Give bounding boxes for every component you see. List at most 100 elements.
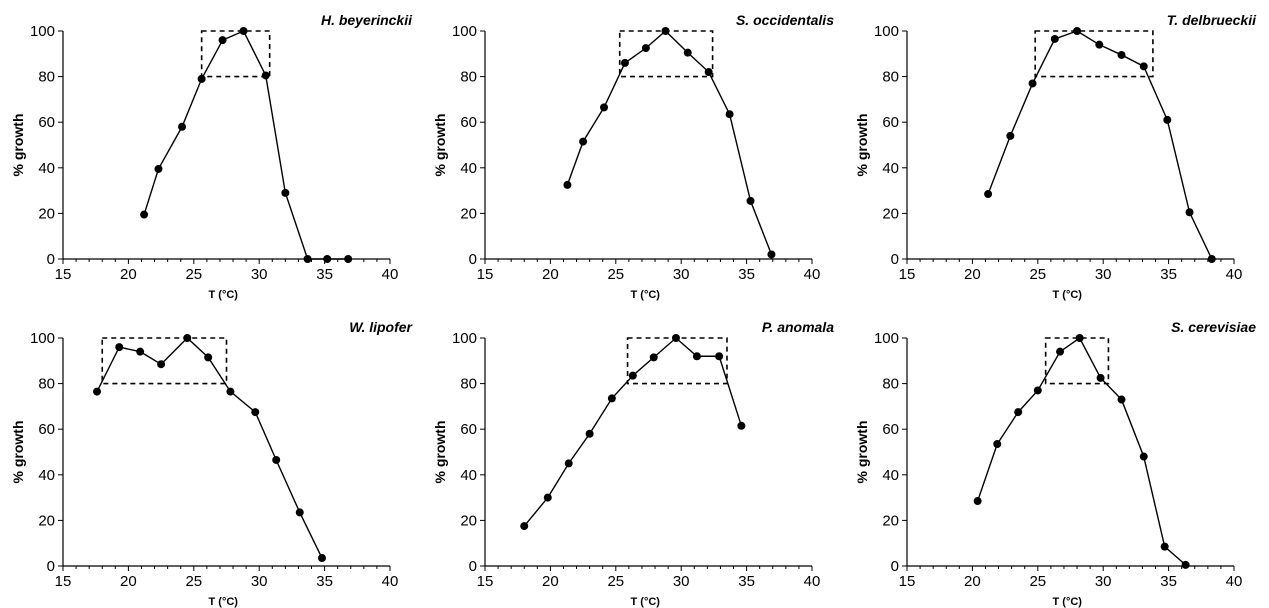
data-point	[140, 210, 149, 219]
y-tick-label: 100	[874, 23, 899, 40]
data-point	[1006, 131, 1015, 140]
data-point	[1139, 452, 1148, 461]
data-point	[1073, 27, 1082, 35]
y-tick-label: 60	[38, 421, 55, 438]
x-tick-label: 30	[251, 573, 268, 590]
x-tick-label: 35	[1160, 266, 1177, 283]
data-point	[563, 180, 572, 189]
data-point	[715, 352, 724, 361]
y-tick-label: 80	[882, 69, 899, 86]
data-point	[323, 255, 332, 263]
x-axis-title: T (°C)	[631, 596, 661, 608]
x-tick-label: 30	[1095, 266, 1112, 283]
data-point	[585, 429, 594, 438]
series-line	[96, 337, 323, 559]
y-axis-title: % growth	[854, 421, 870, 484]
y-tick-label: 60	[882, 421, 899, 438]
data-point	[649, 353, 658, 362]
data-point	[1075, 334, 1084, 342]
panel-title: T. delbrueckii	[1167, 12, 1257, 28]
x-tick-label: 30	[673, 266, 690, 283]
y-tick-label: 60	[882, 114, 899, 131]
x-tick-label: 15	[55, 573, 72, 590]
x-tick-label: 35	[738, 266, 755, 283]
data-point	[154, 164, 163, 173]
x-axis-title: T (°C)	[209, 289, 239, 301]
x-tick-label: 40	[1226, 573, 1243, 590]
optimum-range-box	[101, 337, 228, 385]
data-point	[683, 48, 692, 57]
x-tick-label: 20	[964, 573, 981, 590]
data-point	[1163, 115, 1172, 124]
data-point	[692, 352, 701, 361]
x-tick-label: 25	[1029, 573, 1046, 590]
data-point	[157, 360, 166, 369]
data-point	[661, 27, 670, 35]
y-tick-label: 100	[30, 23, 55, 40]
data-point	[767, 250, 776, 259]
data-point	[984, 190, 993, 199]
x-tick-label: 15	[899, 573, 916, 590]
data-point	[1185, 208, 1194, 217]
y-tick-label: 40	[882, 160, 899, 177]
y-tick-label: 40	[460, 467, 477, 484]
y-axis-title: % growth	[10, 421, 26, 484]
x-tick-label: 25	[185, 573, 202, 590]
y-tick-label: 40	[882, 467, 899, 484]
data-point	[973, 497, 982, 506]
x-axis-title: T (°C)	[1053, 289, 1083, 301]
y-tick-label: 20	[460, 512, 477, 529]
data-point	[1207, 255, 1216, 263]
x-tick-label: 35	[316, 573, 333, 590]
data-point	[628, 371, 637, 380]
data-point	[295, 508, 304, 517]
data-point	[1117, 50, 1126, 59]
x-tick-label: 40	[804, 266, 821, 283]
optimum-range-box	[626, 337, 728, 385]
x-tick-label: 20	[542, 573, 559, 590]
data-point	[115, 343, 124, 352]
y-axis-title: % growth	[854, 114, 870, 177]
x-tick-label: 15	[899, 266, 916, 283]
y-axis-title: % growth	[432, 421, 448, 484]
y-tick-label: 60	[460, 114, 477, 131]
data-point	[1014, 408, 1023, 417]
data-point	[272, 455, 281, 464]
x-tick-label: 20	[964, 266, 981, 283]
data-point	[641, 44, 650, 53]
chart-panel-1: 15 20 25 30 35 40 0 20 40 60 80 100 T (°C) % growth H.…	[10, 12, 413, 301]
data-point	[746, 196, 755, 205]
data-point	[1033, 386, 1042, 395]
data-point	[1160, 542, 1169, 551]
x-tick-label: 20	[542, 266, 559, 283]
x-tick-label: 30	[251, 266, 268, 283]
x-tick-label: 40	[382, 266, 399, 283]
panel-title: P. anomala	[762, 319, 834, 335]
y-tick-label: 0	[47, 558, 55, 575]
x-axis-title: T (°C)	[1053, 596, 1083, 608]
data-point	[704, 68, 713, 77]
data-point	[1050, 34, 1059, 43]
y-tick-label: 20	[882, 512, 899, 529]
y-axis-title: % growth	[10, 114, 26, 177]
series-line	[976, 336, 1187, 566]
data-point	[178, 122, 187, 131]
y-tick-label: 40	[38, 467, 55, 484]
data-point	[218, 36, 227, 45]
y-tick-label: 80	[460, 69, 477, 86]
data-point	[136, 347, 145, 356]
data-point	[1095, 40, 1104, 49]
data-point	[607, 394, 616, 403]
panel-title: W. lipofer	[349, 319, 413, 335]
data-point	[1096, 373, 1105, 382]
chart-panel-4: 15 20 25 30 35 40 0 20 40 60 80 100 T (°C) % growth W.…	[10, 319, 414, 608]
data-point	[725, 110, 734, 119]
chart-panel-2: 15 20 25 30 35 40 0 20 40 60 80 100 T (°C) % growth S.…	[432, 12, 834, 301]
y-tick-label: 80	[460, 376, 477, 393]
y-tick-label: 0	[47, 251, 55, 268]
x-tick-label: 40	[804, 573, 821, 590]
data-point	[303, 255, 312, 263]
data-point	[1056, 347, 1065, 356]
data-point	[1028, 79, 1037, 88]
data-point	[239, 27, 248, 35]
